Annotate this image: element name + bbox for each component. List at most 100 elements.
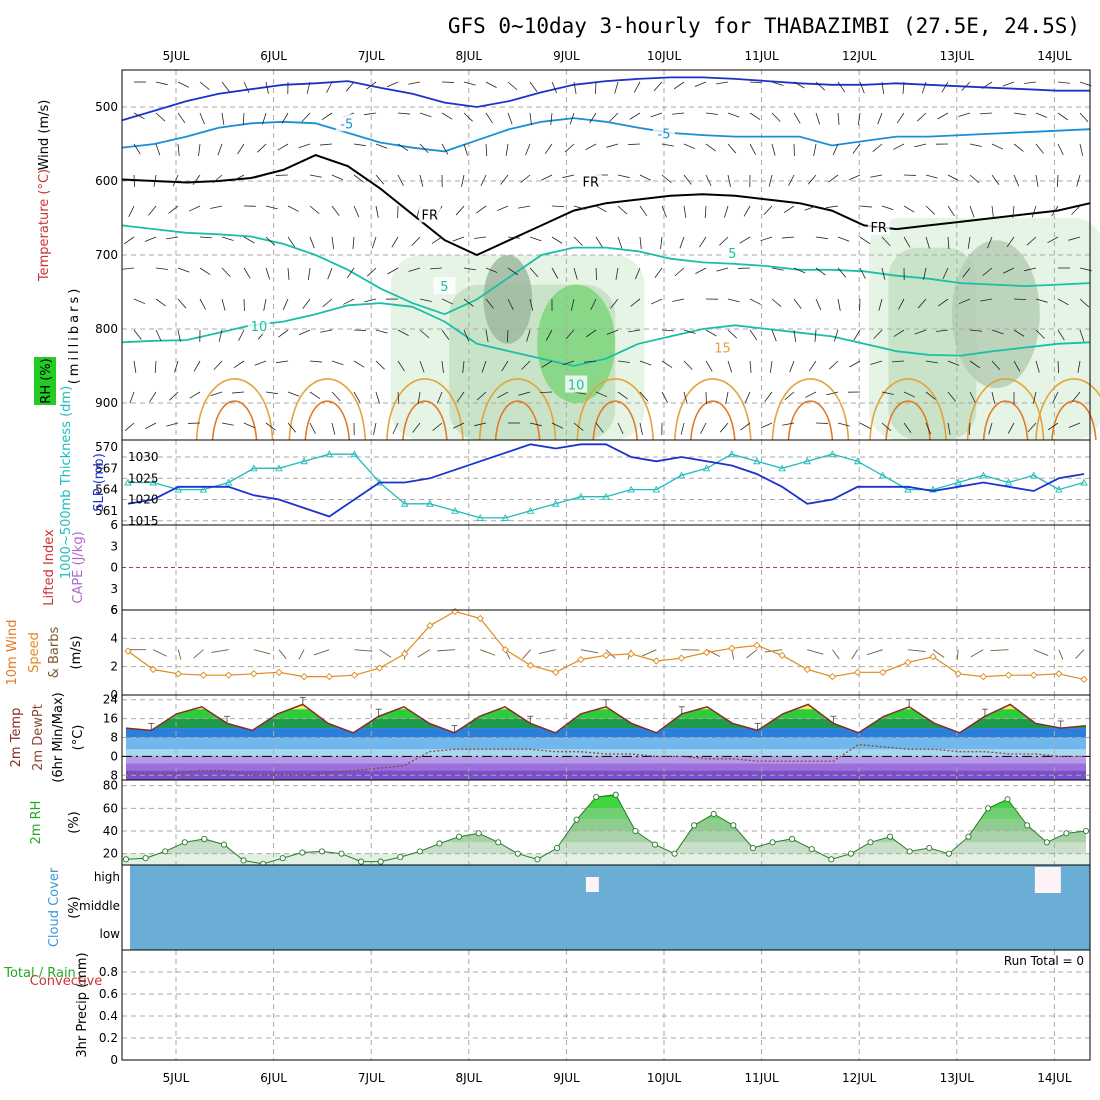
wind-barb	[243, 81, 250, 94]
wind10m-marker	[979, 672, 988, 681]
wind-barb	[828, 360, 839, 370]
rh-marker	[730, 822, 737, 829]
rh-marker	[847, 850, 854, 857]
wind-barb	[573, 81, 577, 94]
temp-ylabel-2: 2m DewPt	[31, 704, 46, 771]
wind-barb	[431, 236, 443, 244]
wind-barb	[221, 236, 234, 241]
wind-barb	[441, 329, 450, 340]
contour-label-6: 5	[728, 247, 736, 262]
wind-barb	[529, 112, 532, 125]
upper-ylabel: Wind (m/s)Temperature (°C) (millibars) RH …	[34, 100, 82, 405]
wind-barb	[903, 422, 912, 433]
rh-marker	[358, 858, 365, 865]
wind-barb	[617, 205, 628, 215]
wind-barb	[941, 81, 949, 93]
temp-band-7	[126, 709, 1086, 719]
wind-barb	[166, 422, 179, 427]
wind10m-marker	[929, 653, 937, 661]
wind-barb	[961, 81, 971, 91]
wind-barb	[654, 267, 663, 278]
contour-label-1: -5	[658, 128, 671, 143]
wind-barb	[771, 81, 784, 86]
wind-barb	[331, 391, 341, 402]
slp-ytick-1025: 1025	[128, 471, 159, 485]
wind-barb	[573, 422, 584, 431]
wind-barb	[353, 174, 364, 183]
rh-ytick-20: 20	[103, 847, 118, 861]
temp-band-5	[126, 728, 1086, 738]
wind-barb	[541, 360, 553, 368]
wind-barb	[969, 329, 982, 332]
wind-barb	[485, 267, 498, 273]
wind-barb	[529, 298, 534, 311]
upper-ytick-500: 500	[95, 100, 118, 114]
cloud-fill	[130, 865, 1090, 950]
upper-ytick-600: 600	[95, 174, 118, 188]
wind-barb	[544, 143, 553, 155]
temp-ylabel: 2m Temp 2m DewPt (6hr Min/Max) (°C)	[9, 692, 86, 782]
wind-barb	[878, 298, 883, 311]
wind-barb	[815, 112, 821, 125]
wind-barb	[309, 174, 322, 178]
wind-barb	[947, 360, 960, 366]
wind-barb	[1071, 205, 1081, 215]
wind10m-marker	[627, 650, 635, 658]
rh-band-1	[126, 831, 1086, 843]
wind-barb	[133, 329, 142, 340]
wind-barb	[430, 267, 443, 270]
wind-barb	[287, 391, 300, 397]
wind-barb	[364, 112, 377, 116]
date-label-top-13JUL: 13JUL	[940, 49, 975, 63]
wind-barb	[155, 298, 166, 307]
slp-line	[127, 443, 1085, 518]
temp-ylabel-3: (6hr Min/Max)	[51, 692, 66, 782]
wind10m-barb	[539, 649, 556, 655]
rh-marker	[318, 848, 325, 855]
cloud-ytick-high: high	[94, 870, 120, 884]
cape-ytick--3: 3	[110, 539, 118, 553]
rh2m-panel: 20 40 60 80 2m RH (%)2m RH (%)	[29, 779, 1091, 867]
wind-barb	[243, 422, 256, 429]
temp-band-1	[126, 763, 1086, 771]
rh-marker	[887, 833, 894, 840]
rh-ytick-60: 60	[103, 801, 118, 815]
wind-barb	[695, 267, 707, 274]
wind-barb	[629, 112, 641, 120]
wind-barb	[683, 360, 693, 370]
rh-ytick-80: 80	[103, 779, 118, 793]
thickness-marker	[476, 513, 484, 521]
wind-barb	[958, 112, 971, 117]
wind-barb	[1013, 143, 1024, 152]
thickness-marker	[149, 478, 157, 486]
wind-barb	[232, 391, 245, 394]
wind-barb	[177, 81, 189, 88]
date-label-top-9JUL: 9JUL	[553, 49, 580, 63]
wind-barb	[617, 174, 630, 179]
wind-barb	[529, 236, 542, 242]
wind-barb	[174, 360, 179, 373]
date-label-top-10JUL: 10JUL	[647, 49, 682, 63]
wind-barb	[221, 267, 231, 277]
li-ylabel-text: Lifted Index	[42, 529, 57, 606]
date-label-bottom-13JUL: 13JUL	[940, 1071, 975, 1085]
wind-barb	[265, 391, 278, 395]
isotherm-15-ridge-3	[478, 378, 557, 441]
wind-barb	[771, 112, 781, 122]
wind-barb	[133, 298, 146, 305]
wind-barb	[947, 205, 955, 217]
wind10m-marker	[124, 647, 132, 655]
wind-barb	[441, 112, 453, 120]
wind-barb	[551, 205, 565, 208]
wind-barb	[694, 81, 707, 87]
wind-barb	[969, 205, 975, 218]
wind10m-barb	[379, 649, 392, 658]
wind-barb	[705, 112, 718, 115]
wind-barb	[793, 298, 802, 309]
cape-ylabel: Lifted Index CAPE (J/kg)	[42, 529, 86, 606]
wind-barb	[903, 391, 916, 398]
rh-marker	[299, 849, 306, 856]
wind10m-marker	[451, 607, 459, 616]
cloud-cover-panel: high middle low Cloud Cover (%)Cloud Cover (…	[47, 864, 1091, 951]
wind-barb	[463, 112, 473, 122]
